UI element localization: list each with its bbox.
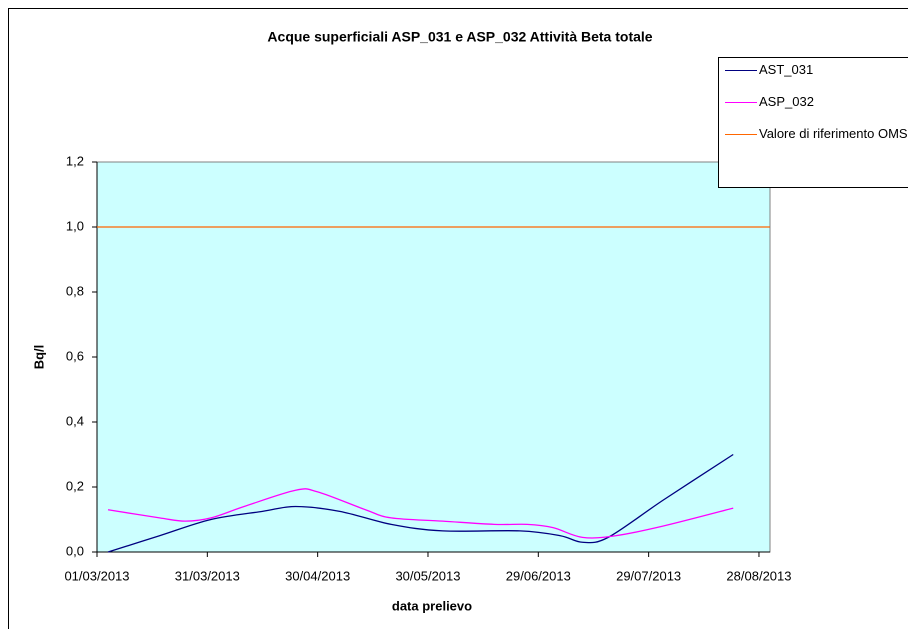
y-tick-label: 0,8 bbox=[66, 283, 84, 298]
y-axis-label: Bq/l bbox=[31, 345, 46, 370]
legend-swatch bbox=[725, 70, 757, 71]
x-tick-label: 28/08/2013 bbox=[726, 568, 791, 583]
series-line bbox=[107, 453, 734, 553]
legend: AST_031 ASP_032 Valore di riferimento OMS bbox=[718, 57, 908, 188]
legend-label: ASP_032 bbox=[759, 94, 814, 109]
x-tick-label: 01/03/2013 bbox=[64, 568, 129, 583]
x-tick-label: 31/03/2013 bbox=[175, 568, 240, 583]
plot-area bbox=[96, 161, 771, 553]
x-axis-label: data prelievo bbox=[392, 598, 472, 613]
y-tick-label: 0,4 bbox=[66, 413, 84, 428]
y-tick-label: 1,0 bbox=[66, 218, 84, 233]
chart-title: Acque superficiali ASP_031 e ASP_032 Att… bbox=[267, 29, 652, 45]
x-tick-label: 30/05/2013 bbox=[395, 568, 460, 583]
legend-label: Valore di riferimento OMS bbox=[759, 126, 908, 141]
y-tick-label: 1,2 bbox=[66, 153, 84, 168]
y-tick-label: 0,0 bbox=[66, 543, 84, 558]
y-tick-label: 0,2 bbox=[66, 478, 84, 493]
legend-swatch bbox=[725, 102, 757, 103]
x-tick-label: 29/06/2013 bbox=[506, 568, 571, 583]
legend-swatch bbox=[725, 134, 757, 135]
y-tick-label: 0,6 bbox=[66, 348, 84, 363]
series-line bbox=[107, 488, 734, 539]
legend-label: AST_031 bbox=[759, 62, 814, 77]
x-tick-label: 30/04/2013 bbox=[285, 568, 350, 583]
x-tick-label: 29/07/2013 bbox=[616, 568, 681, 583]
